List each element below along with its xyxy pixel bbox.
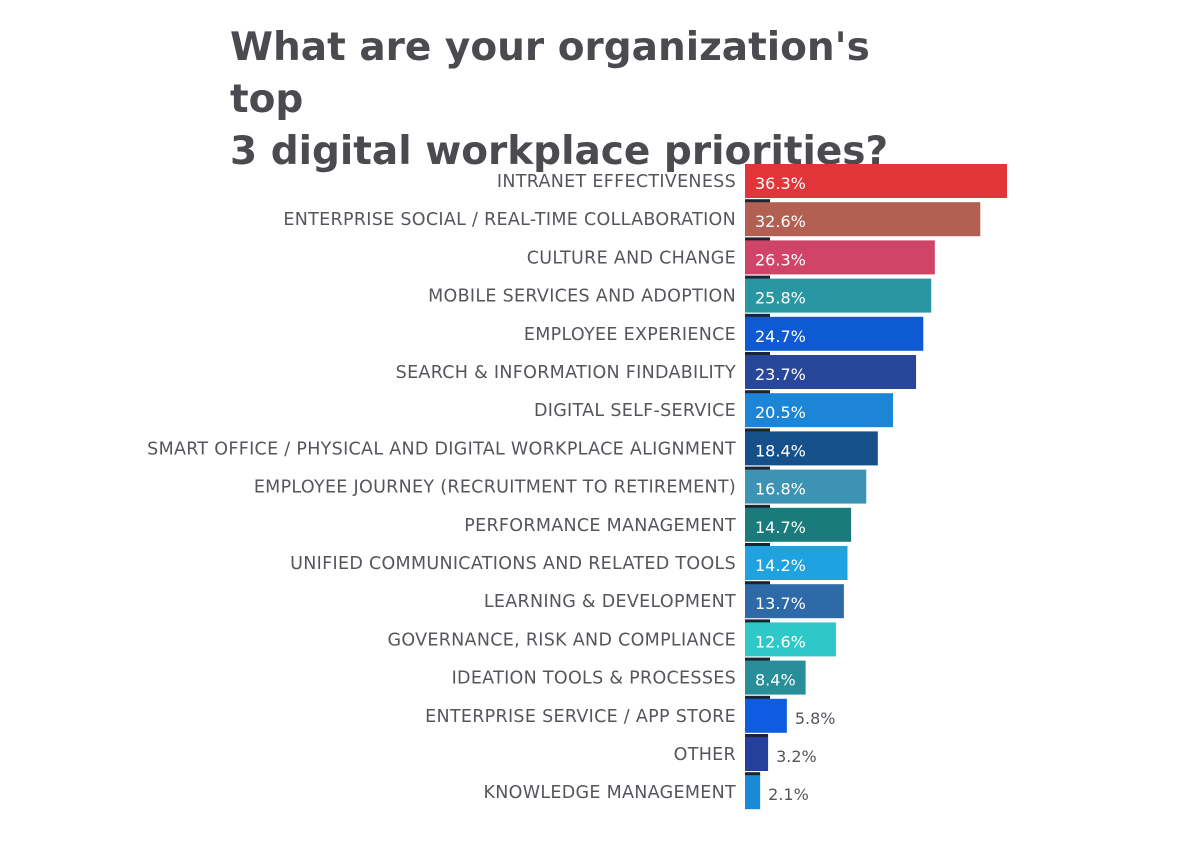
value-label: 36.3% (755, 174, 806, 193)
value-label: 12.6% (755, 632, 806, 651)
value-label: 24.7% (755, 327, 806, 346)
chart-title: What are your organization's top 3 digit… (230, 25, 889, 174)
bar-divider-tick (745, 352, 770, 356)
bar (745, 355, 917, 389)
bar (745, 737, 769, 771)
category-label: LEARNING & DEVELOPMENT (484, 592, 736, 612)
value-label: 32.6% (755, 212, 806, 231)
bar (745, 775, 761, 810)
bar-divider-tick (745, 313, 770, 318)
category-label: INTRANET EFFECTIVENESS (497, 172, 736, 192)
bar (745, 316, 924, 351)
category-label: ENTERPRISE SOCIAL / REAL-TIME COLLABORAT… (283, 210, 736, 230)
bars-layer: INTRANET EFFECTIVENESS 36.3% ENTERPRISE SO… (147, 164, 1007, 810)
category-label: DIGITAL SELF-SERVICE (534, 401, 736, 421)
value-label: 14.2% (755, 556, 806, 575)
category-label: GOVERNANCE, RISK AND COMPLIANCE (387, 630, 736, 650)
bar-divider-tick (745, 657, 770, 662)
bar-divider-tick (745, 466, 770, 471)
value-label: 18.4% (755, 441, 806, 460)
bar (745, 622, 836, 657)
category-label: UNIFIED COMMUNICATIONS AND RELATED TOOLS (290, 554, 736, 574)
value-label: 16.8% (755, 480, 806, 499)
category-label: CULTURE AND CHANGE (527, 248, 736, 268)
value-label: 25.8% (755, 289, 806, 308)
category-label: SMART OFFICE / PHYSICAL AND DIGITAL WORK… (147, 439, 736, 459)
bar (745, 393, 893, 428)
value-label: 23.7% (755, 365, 806, 384)
bar (745, 278, 932, 313)
category-label: OTHER (674, 745, 736, 765)
value-label: 14.7% (755, 518, 806, 537)
bar (745, 431, 878, 466)
value-label: 13.7% (755, 594, 806, 613)
bar (745, 469, 867, 504)
bar (745, 202, 981, 237)
bar-divider-tick (745, 275, 770, 280)
bar (745, 698, 787, 733)
bar-divider-tick (745, 619, 770, 624)
category-label: EMPLOYEE JOURNEY (RECRUITMENT TO RETIREM… (254, 478, 736, 498)
bar-divider-tick (745, 581, 770, 586)
category-label: IDEATION TOOLS & PROCESSES (452, 669, 736, 689)
bar-divider-tick (745, 695, 770, 700)
bar-divider-tick (745, 734, 769, 738)
bar-divider-tick (745, 543, 770, 547)
bar (745, 660, 806, 695)
value-label: 26.3% (755, 250, 806, 269)
bar (745, 546, 848, 580)
value-label: 8.4% (755, 671, 796, 690)
category-label: KNOWLEDGE MANAGEMENT (484, 783, 737, 803)
bar-divider-tick (745, 199, 770, 204)
value-label: 20.5% (755, 403, 806, 422)
bar-divider-tick (745, 772, 761, 777)
value-label: 3.2% (776, 747, 817, 766)
bar-divider-tick (745, 390, 770, 395)
category-label: SEARCH & INFORMATION FINDABILITY (396, 363, 736, 383)
category-label: ENTERPRISE SERVICE / APP STORE (425, 707, 736, 727)
bar (745, 164, 1007, 198)
value-label: 5.8% (795, 709, 836, 728)
bar-divider-tick (745, 504, 770, 509)
category-label: PERFORMANCE MANAGEMENT (464, 516, 736, 536)
category-label: EMPLOYEE EXPERIENCE (524, 325, 736, 345)
bar (745, 507, 852, 542)
bar-divider-tick (745, 237, 770, 242)
category-label: MOBILE SERVICES AND ADOPTION (428, 287, 736, 307)
bar (745, 584, 844, 619)
value-label: 2.1% (768, 785, 809, 804)
bar-divider-tick (745, 428, 770, 433)
bar (745, 240, 935, 275)
